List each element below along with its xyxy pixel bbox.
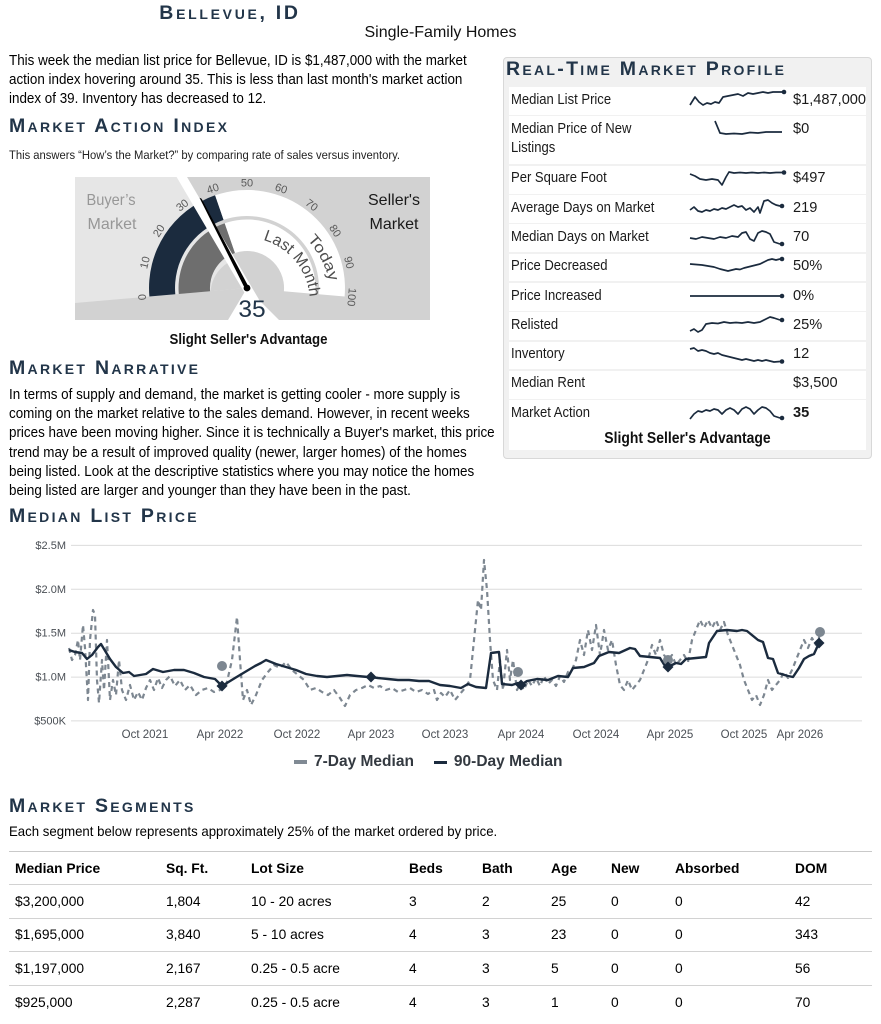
svg-text:100: 100 — [344, 287, 358, 306]
svg-text:Oct 2022: Oct 2022 — [274, 729, 321, 741]
svg-text:Apr 2023: Apr 2023 — [348, 729, 395, 741]
svg-text:Apr 2026: Apr 2026 — [777, 729, 824, 741]
svg-text:0: 0 — [137, 294, 149, 301]
svg-text:20: 20 — [151, 223, 168, 240]
svg-text:Oct 2021: Oct 2021 — [122, 729, 169, 741]
svg-text:90: 90 — [341, 255, 356, 270]
svg-text:Apr 2025: Apr 2025 — [647, 729, 694, 741]
svg-text:30: 30 — [174, 197, 191, 214]
svg-text:35: 35 — [238, 296, 265, 320]
svg-text:50: 50 — [241, 178, 253, 190]
svg-text:80: 80 — [326, 223, 343, 240]
svg-text:10: 10 — [138, 255, 153, 270]
svg-text:60: 60 — [273, 182, 288, 197]
svg-text:Buyer’s: Buyer’s — [87, 192, 136, 209]
svg-text:$2.5M: $2.5M — [35, 540, 66, 552]
svg-text:Oct 2025: Oct 2025 — [721, 729, 768, 741]
svg-text:$2.0M: $2.0M — [35, 584, 66, 596]
svg-text:Apr 2024: Apr 2024 — [498, 729, 545, 741]
svg-text:Market: Market — [370, 216, 420, 233]
svg-text:$1.5M: $1.5M — [35, 628, 66, 640]
svg-text:$1.0M: $1.0M — [35, 672, 66, 684]
svg-text:70: 70 — [303, 197, 320, 214]
svg-text:Oct 2024: Oct 2024 — [573, 729, 620, 741]
svg-text:Oct 2023: Oct 2023 — [422, 729, 469, 741]
svg-text:Seller's: Seller's — [368, 192, 420, 209]
svg-text:Market: Market — [88, 216, 138, 233]
svg-text:40: 40 — [205, 182, 220, 197]
svg-text:Apr 2022: Apr 2022 — [197, 729, 244, 741]
svg-text:$500K: $500K — [34, 715, 66, 727]
